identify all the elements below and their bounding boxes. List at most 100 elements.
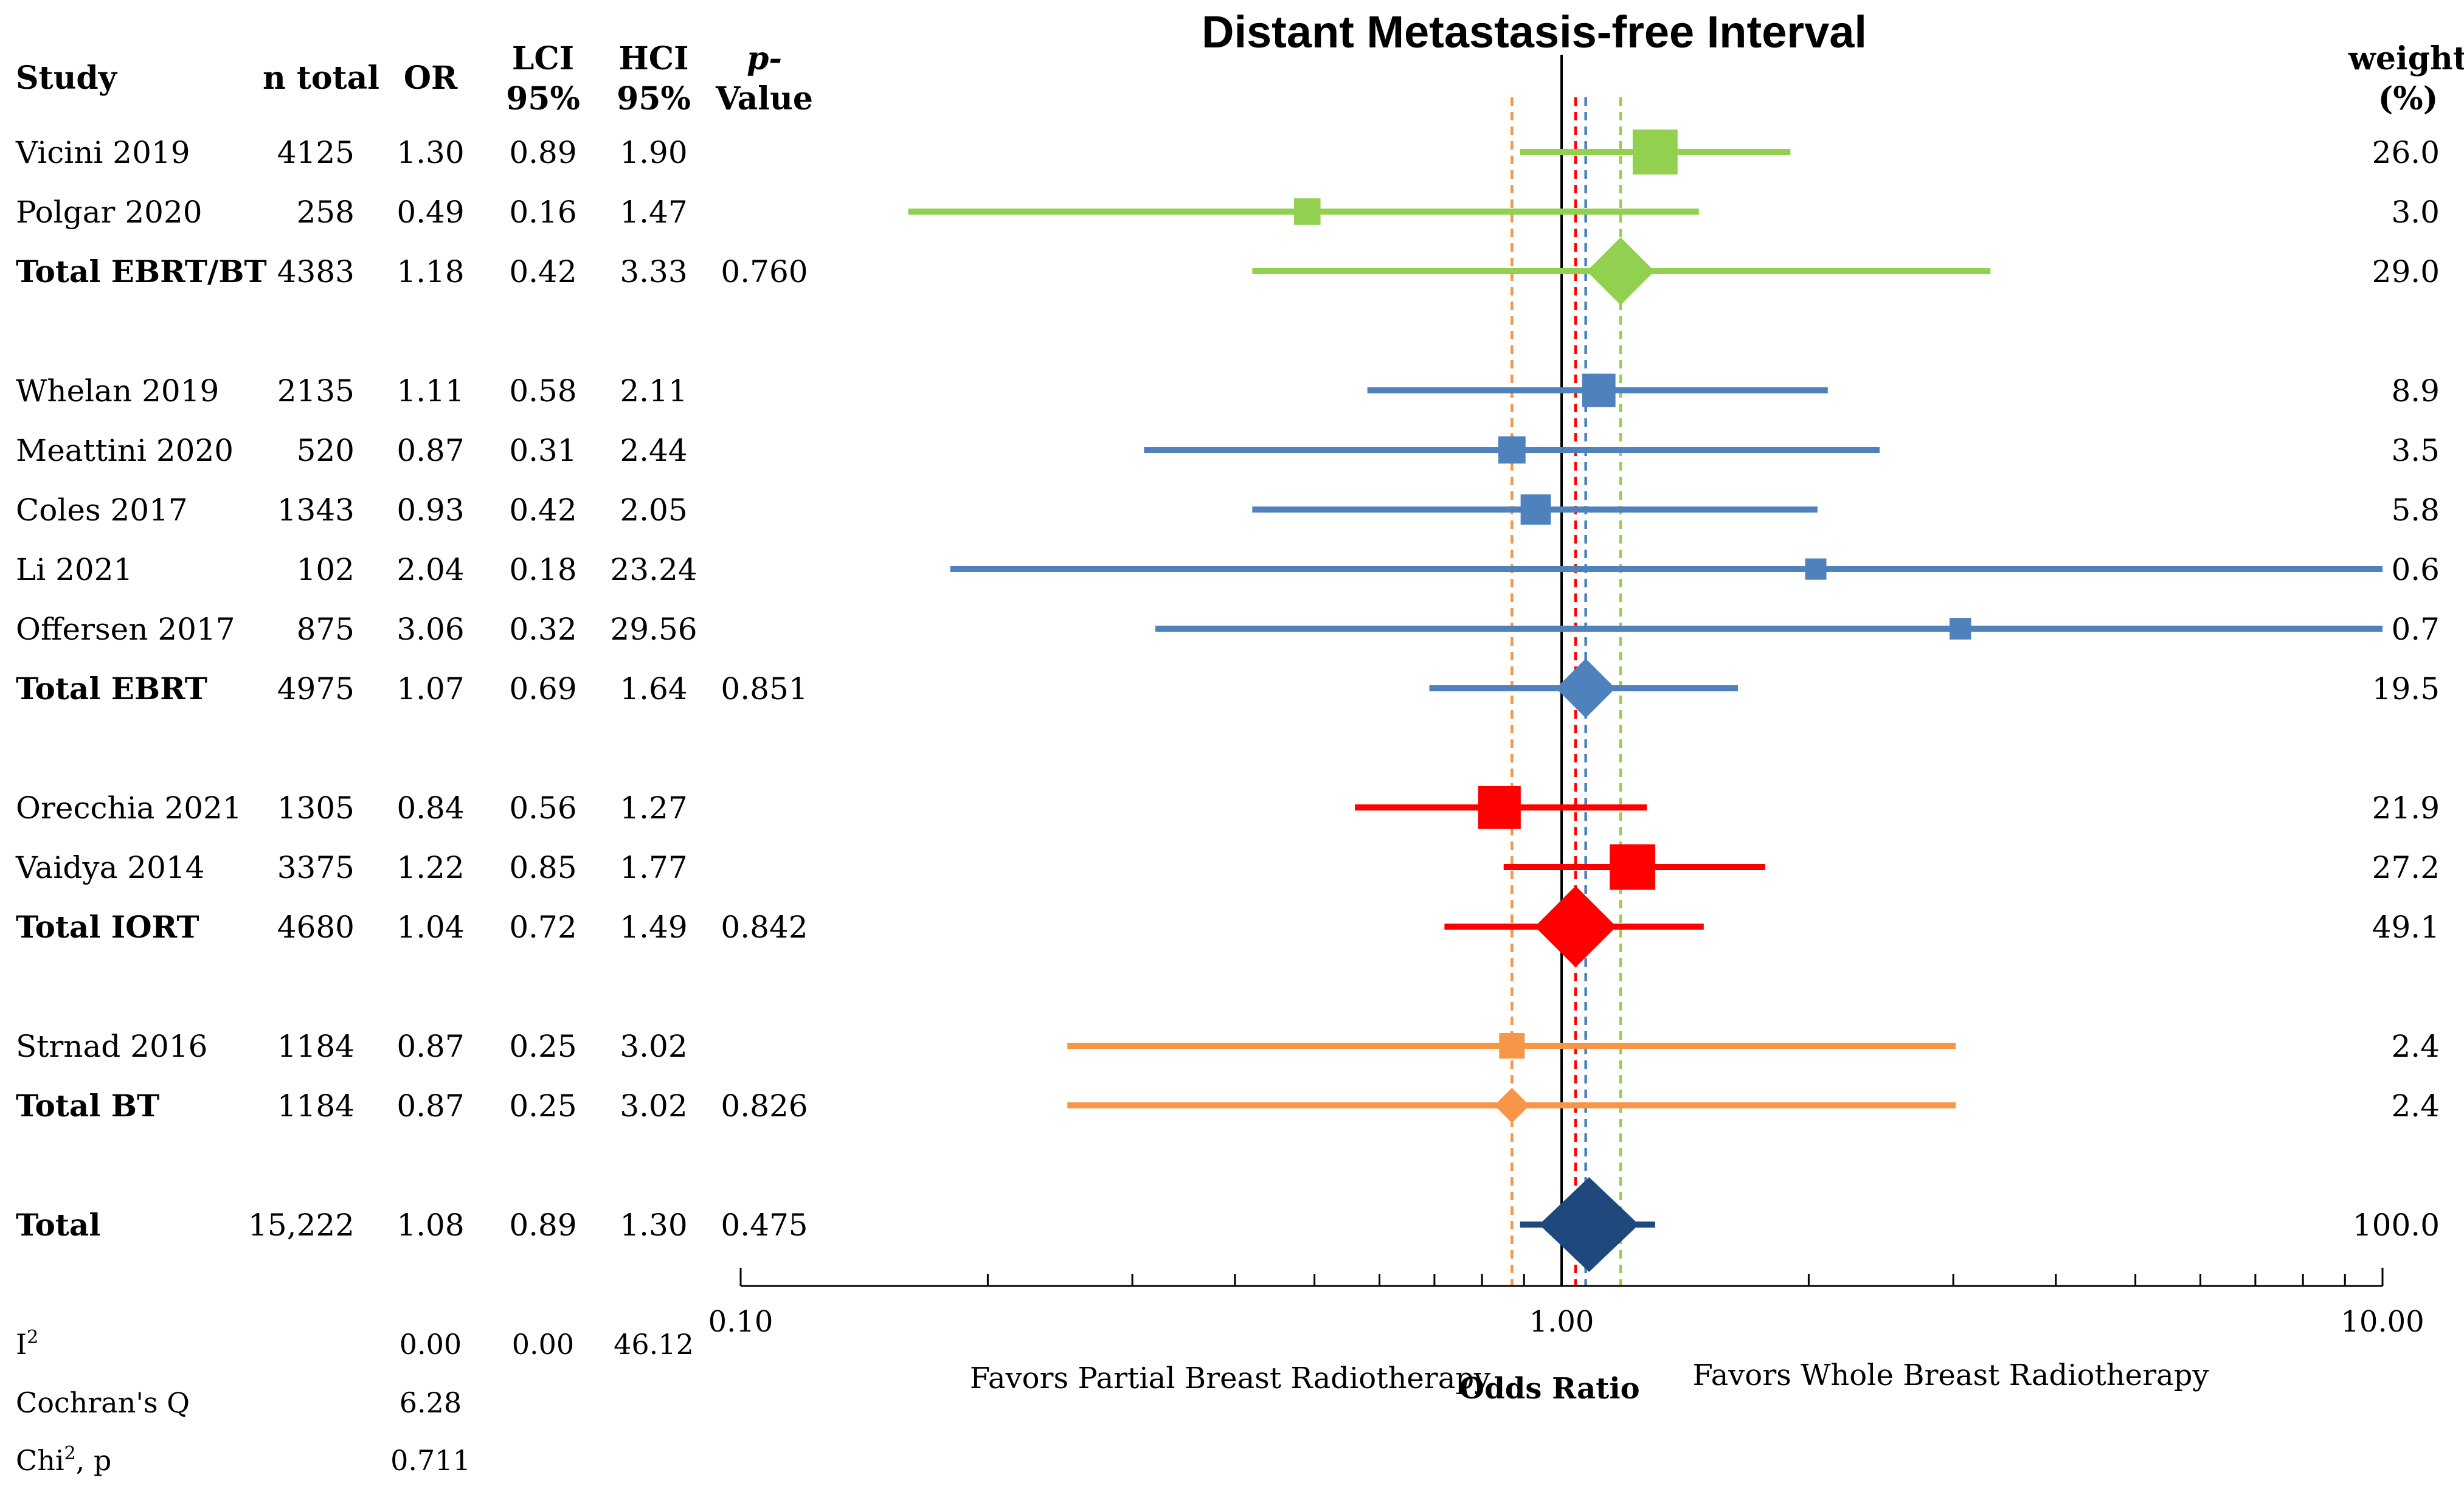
diamond-total-ebrt-bt xyxy=(1587,237,1655,305)
row-lci: 0.31 xyxy=(509,433,576,468)
header-hci-line1: HCI xyxy=(619,40,689,77)
point-strnad-2016 xyxy=(1499,1033,1525,1059)
point-vaidya-2014 xyxy=(1610,844,1656,890)
row-weight: 19.5 xyxy=(2372,671,2440,707)
row-n: 4975 xyxy=(277,671,355,707)
point-offersen-2017 xyxy=(1949,618,1971,640)
row-n: 1343 xyxy=(277,492,355,528)
point-vicini-2019 xyxy=(1632,130,1678,175)
diamond-total xyxy=(1539,1177,1639,1272)
header-lci-line1: LCI xyxy=(512,40,574,77)
chart-title: Distant Metastasis-free Interval xyxy=(1202,7,1867,57)
row-n: 1305 xyxy=(277,790,355,826)
point-coles-2017 xyxy=(1520,494,1551,525)
het-value-3: 46.12 xyxy=(614,1328,694,1361)
diamond-total-iort xyxy=(1534,885,1617,968)
row-weight: 27.2 xyxy=(2372,850,2440,885)
het-label: Cochran's Q xyxy=(16,1386,190,1419)
header-study: Study xyxy=(16,60,118,97)
header-weight-line2: (%) xyxy=(2378,80,2438,117)
row-weight: 5.8 xyxy=(2391,492,2440,528)
row-lci: 0.25 xyxy=(509,1029,576,1064)
column-headers: Study n total OR LCI 95% HCI 95% p- Valu… xyxy=(16,40,2464,117)
row-or: 0.87 xyxy=(396,433,464,468)
row-n: 2135 xyxy=(277,373,355,409)
point-meattini-2020 xyxy=(1498,436,1526,464)
header-weight-line1: weight xyxy=(2348,40,2464,77)
row-hci: 1.49 xyxy=(620,910,687,945)
row-hci: 3.33 xyxy=(620,254,687,289)
row-or: 1.22 xyxy=(396,850,464,885)
row-weight: 100.0 xyxy=(2353,1208,2440,1243)
diamond-total-bt xyxy=(1494,1088,1530,1123)
row-label: Total BT xyxy=(16,1088,159,1124)
row-p: 0.826 xyxy=(721,1088,808,1124)
row-hci: 3.02 xyxy=(620,1088,687,1124)
row-n: 1184 xyxy=(277,1029,355,1064)
row-or: 1.30 xyxy=(396,135,464,170)
row-hci: 2.11 xyxy=(620,373,687,409)
row-n: 4680 xyxy=(277,910,355,945)
row-or: 0.93 xyxy=(396,492,464,528)
row-label: Total IORT xyxy=(16,909,199,945)
data-table: Vicini 2019 4125 1.30 0.89 1.90 26.0 Polgar 20… xyxy=(15,135,2440,1243)
row-label: Offersen 2017 xyxy=(16,612,235,647)
heterogeneity-table: I2 0.00 0.00 46.12 Cochran's Q 6.28 Chi2, p 0.7… xyxy=(16,1327,694,1477)
row-n: 3375 xyxy=(277,850,355,885)
row-lci: 0.72 xyxy=(509,910,576,945)
row-or: 3.06 xyxy=(396,612,464,647)
row-n: 520 xyxy=(297,433,355,468)
row-or: 0.87 xyxy=(396,1029,464,1064)
row-label: Li 2021 xyxy=(16,552,133,587)
row-hci: 1.47 xyxy=(620,195,687,230)
row-label: Whelan 2019 xyxy=(16,373,219,409)
row-or: 1.08 xyxy=(396,1208,464,1243)
het-value-1: 0.00 xyxy=(400,1328,462,1361)
row-n: 4383 xyxy=(277,254,355,289)
row-hci: 1.30 xyxy=(620,1208,687,1243)
row-weight: 0.6 xyxy=(2391,552,2440,587)
row-lci: 0.89 xyxy=(509,135,576,170)
row-hci: 1.27 xyxy=(620,790,687,826)
het-value-2: 0.00 xyxy=(512,1328,574,1361)
row-label: Meattini 2020 xyxy=(16,433,234,468)
header-n-total: n total xyxy=(263,60,379,97)
row-lci: 0.18 xyxy=(509,552,576,587)
row-weight: 3.5 xyxy=(2391,433,2440,468)
row-lci: 0.69 xyxy=(509,671,576,707)
het-label: Chi2, p xyxy=(16,1443,111,1477)
point-orecchia-2021 xyxy=(1478,786,1521,829)
row-lci: 0.16 xyxy=(509,195,576,230)
favors-left-label: Favors Partial Breast Radiotherapy xyxy=(970,1361,1490,1395)
row-n: 4125 xyxy=(277,135,355,170)
row-weight: 8.9 xyxy=(2391,373,2440,409)
row-hci: 2.44 xyxy=(620,433,687,468)
row-hci: 3.02 xyxy=(620,1029,687,1064)
row-or: 1.07 xyxy=(396,671,464,707)
row-weight: 49.1 xyxy=(2372,910,2440,945)
point-whelan-2019 xyxy=(1582,373,1616,407)
favors-right-label: Favors Whole Breast Radiotherapy xyxy=(1693,1358,2209,1392)
het-value-1: 6.28 xyxy=(400,1386,462,1419)
row-or: 0.49 xyxy=(396,195,464,230)
row-or: 2.04 xyxy=(396,552,464,587)
header-hci-line2: 95% xyxy=(617,80,691,117)
row-n: 875 xyxy=(297,612,355,647)
row-hci: 1.77 xyxy=(620,850,687,885)
row-lci: 0.85 xyxy=(509,850,576,885)
row-hci: 2.05 xyxy=(620,492,687,528)
x-tick-label: 1.00 xyxy=(1529,1305,1594,1339)
row-or: 0.87 xyxy=(396,1088,464,1124)
row-lci: 0.42 xyxy=(509,492,576,528)
x-tick-label: 10.00 xyxy=(2341,1305,2424,1339)
row-weight: 2.4 xyxy=(2391,1029,2440,1064)
row-label: Coles 2017 xyxy=(16,492,188,528)
row-lci: 0.58 xyxy=(509,373,576,409)
het-label: I2 xyxy=(16,1327,38,1361)
row-label: Vicini 2019 xyxy=(15,135,190,170)
row-or: 0.84 xyxy=(396,790,464,826)
row-p: 0.842 xyxy=(721,910,808,945)
header-lci-line2: 95% xyxy=(506,80,580,117)
row-lci: 0.89 xyxy=(509,1208,576,1243)
row-label: Strnad 2016 xyxy=(16,1029,207,1064)
